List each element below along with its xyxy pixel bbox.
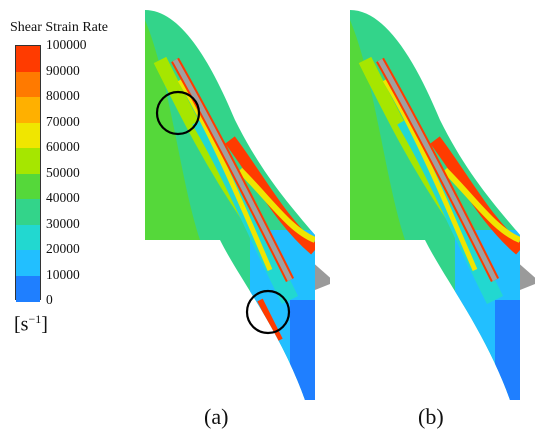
colorbar-tick-label: 60000 [46, 139, 80, 154]
colorbar-tick-label: 20000 [46, 241, 80, 256]
colorbar-segment [16, 173, 40, 200]
highlight-circle-top [155, 90, 201, 136]
colorbar-tick-label: 10000 [46, 266, 80, 282]
colorbar-tick-label: 40000 [46, 190, 80, 205]
colorbar-segment [16, 71, 40, 98]
colorbar-segment [16, 199, 40, 225]
colorbar-segment [16, 122, 40, 149]
colorbar-segment [16, 224, 40, 251]
units-close: ] [41, 313, 48, 336]
colorbar-segment [16, 275, 40, 302]
colorbar-segment [16, 97, 40, 123]
colorbar-tick-label: 90000 [46, 62, 80, 78]
units-label: [s−1] [14, 312, 48, 337]
contour-panel-a [145, 10, 330, 400]
colorbar-segment [16, 148, 40, 174]
colorbar-segment [16, 46, 40, 72]
colorbar-tick-label: 70000 [46, 113, 80, 129]
colorbar-tick-label: 50000 [46, 164, 80, 180]
colorbar-tick-label: 0 [46, 292, 53, 307]
units-base: [s [14, 313, 29, 336]
colorbar [15, 45, 41, 302]
contour-panel-b [350, 10, 535, 400]
legend-title: Shear Strain Rate [10, 20, 108, 35]
colorbar-tick-label: 30000 [46, 215, 80, 231]
colorbar-tick-label: 80000 [46, 88, 80, 103]
units-exponent: −1 [28, 312, 42, 326]
colorbar-segment [16, 250, 40, 276]
colorbar-tick-label: 100000 [46, 37, 87, 52]
caption-a: (a) [204, 404, 229, 429]
colorbar-legend: Shear Strain Rate 100000 90000 80000 70000 6… [0, 0, 150, 340]
caption-b: (b) [418, 404, 444, 429]
highlight-circle-bottom [245, 289, 291, 335]
